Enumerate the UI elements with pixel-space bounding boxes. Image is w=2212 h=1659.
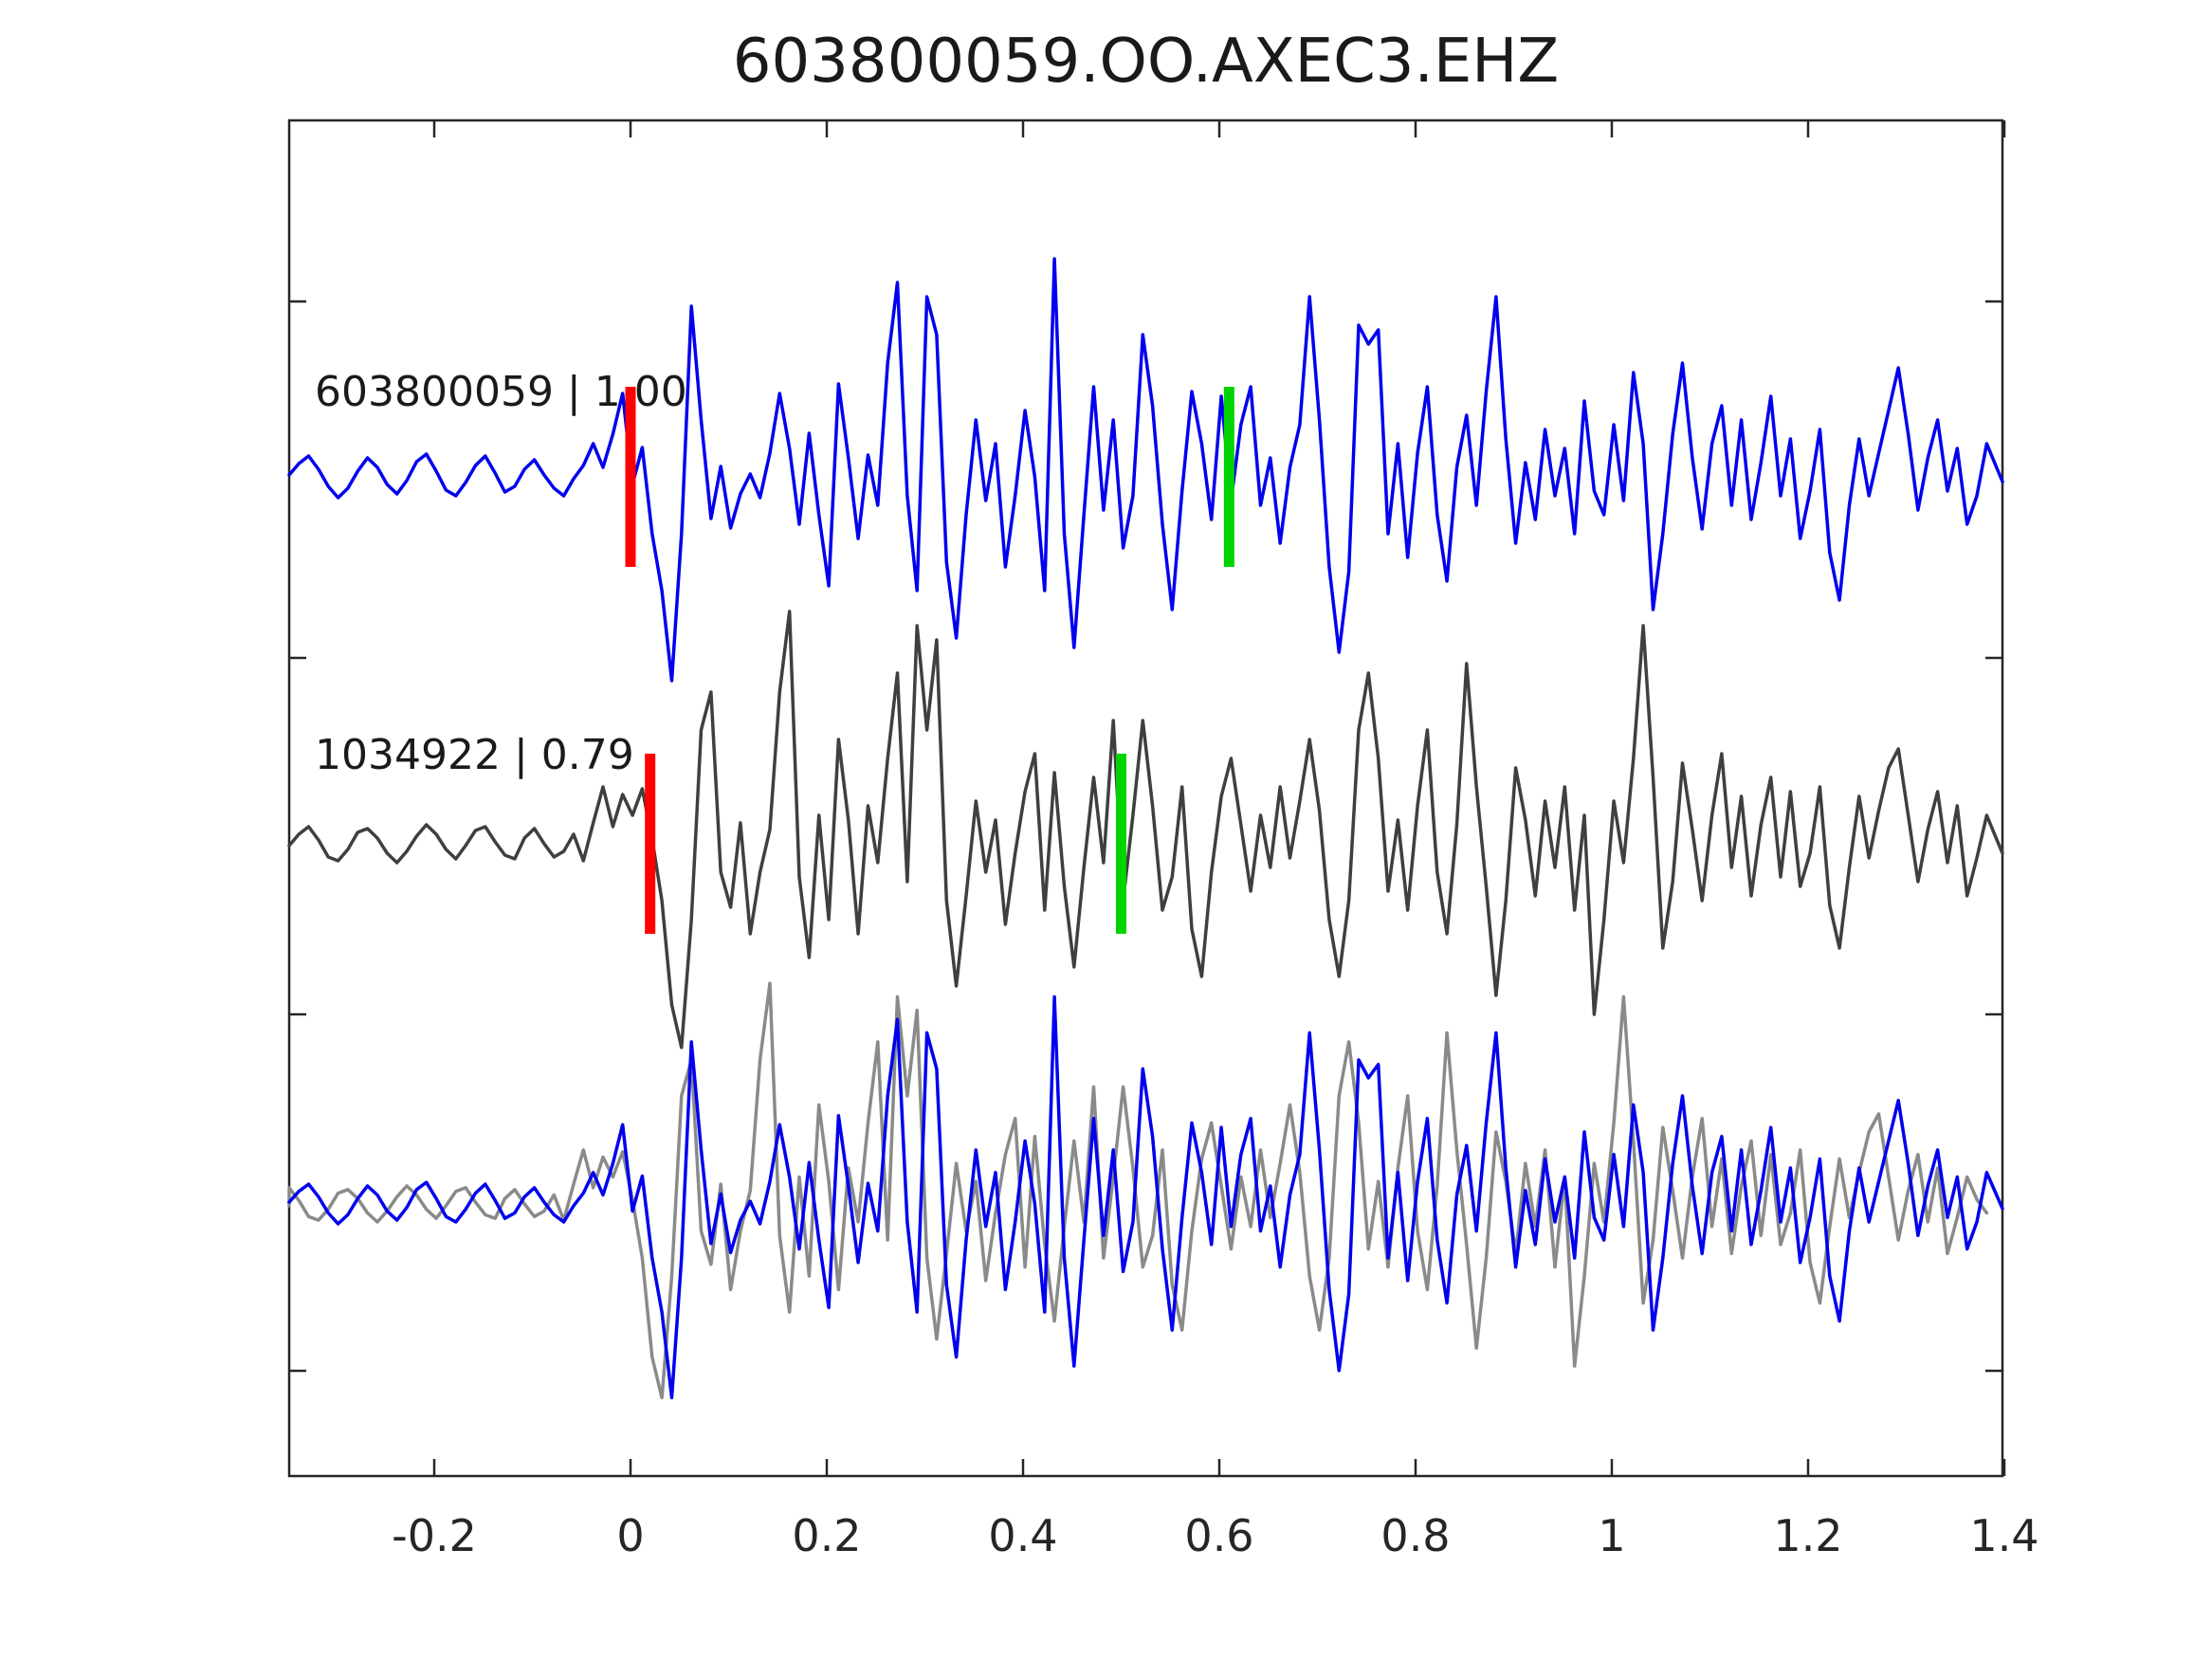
tick-labels-layer: -0.2 0 0.2 0.4 0.6 0.8 1 1.2 1.4 bbox=[392, 1510, 2038, 1561]
x-tick-label: -0.2 bbox=[392, 1510, 477, 1561]
detection-pick-marker-red bbox=[645, 754, 656, 934]
x-tick-label: 0.4 bbox=[988, 1510, 1057, 1561]
overlay-template-waveform bbox=[287, 994, 2004, 1400]
axes-layer bbox=[287, 118, 2006, 1478]
overlay-detection-waveform bbox=[287, 981, 1989, 1400]
traces-layer bbox=[287, 257, 2004, 1400]
template-waveform bbox=[287, 257, 2004, 683]
detection-window-marker-green bbox=[1116, 754, 1126, 934]
template-pick-marker-red bbox=[625, 387, 636, 567]
template-window-marker-green bbox=[1223, 387, 1234, 567]
x-tick-label: 1.4 bbox=[1969, 1510, 2038, 1561]
plot-title: 603800059.OO.AXEC3.EHZ bbox=[732, 27, 1560, 97]
x-tick-label: 1.2 bbox=[1773, 1510, 1842, 1561]
markers-layer bbox=[625, 387, 1234, 934]
x-tick-label: 0.2 bbox=[792, 1510, 861, 1561]
x-tick-label: 1 bbox=[1598, 1510, 1625, 1561]
axes-box bbox=[287, 118, 2004, 1478]
x-tick-label: 0 bbox=[616, 1510, 644, 1561]
x-tick-label: 0.6 bbox=[1184, 1510, 1253, 1561]
x-tick-label: 0.8 bbox=[1380, 1510, 1450, 1561]
detection-trace-label: 1034922 | 0.79 bbox=[315, 731, 634, 779]
detection-waveform bbox=[287, 610, 2004, 1049]
